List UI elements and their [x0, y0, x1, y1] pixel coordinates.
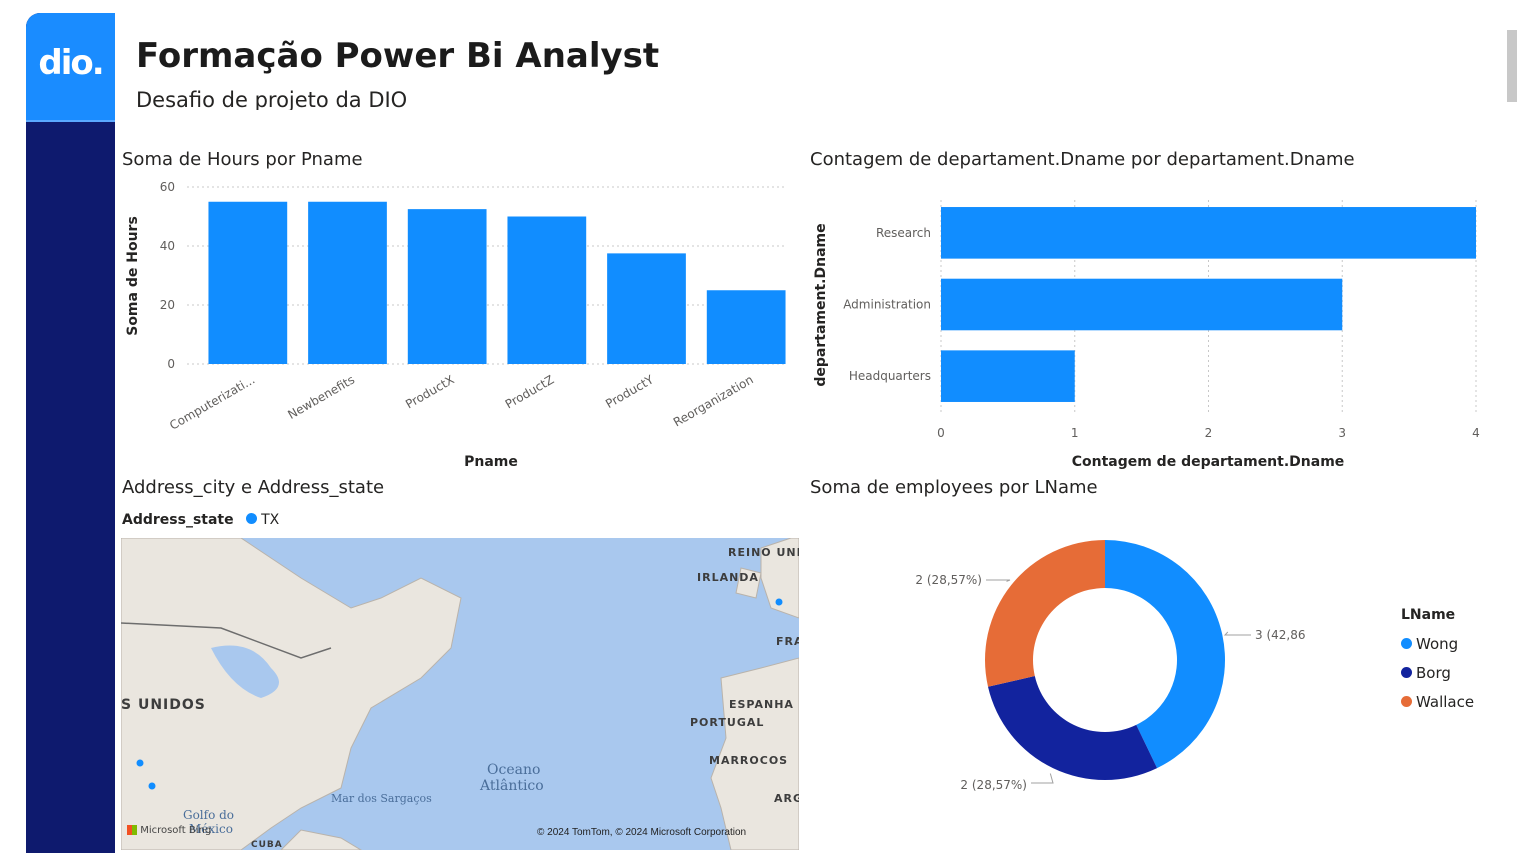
x-tick-label: ProductY	[603, 372, 656, 411]
x-tick-label: ProductX	[403, 372, 457, 411]
leader-line	[1223, 631, 1251, 636]
map-label-sargacos: Mar dos Sargaços	[331, 792, 432, 805]
legend-label: Wallace	[1416, 692, 1475, 711]
x-tick-label: 3	[1338, 426, 1346, 440]
x-tick-label: ProductZ	[503, 372, 557, 411]
donut-legend: LName Wong Borg Wallace	[1401, 607, 1474, 716]
map-label-reino: REINO UNI	[728, 546, 799, 559]
x-tick-label: 4	[1472, 426, 1480, 440]
hours-bar-chart[interactable]: 0 20 40 60 Computerizati... Newbenefits Produc…	[115, 170, 805, 475]
donut-slice	[985, 540, 1105, 687]
y-axis-label: Soma de Hours	[125, 216, 141, 336]
logo-text: dio.	[38, 43, 104, 83]
bar	[941, 207, 1476, 259]
map-label-atlantico: Atlântico	[480, 778, 544, 794]
map-label-mexico: México	[189, 822, 233, 836]
map-label-arg: ARG	[774, 792, 799, 805]
y-axis-label: departament.Dname	[813, 223, 829, 386]
bar	[941, 278, 1343, 331]
dio-logo: dio.	[26, 13, 115, 120]
x-tick-label: Reorganization	[671, 372, 756, 429]
bing-label: Microsoft Bing	[140, 825, 212, 836]
page-title: Formação Power Bi Analyst	[136, 36, 660, 76]
y-tick-label: 60	[160, 180, 175, 194]
dept-bar-chart[interactable]: 0 1 2 3 4 Research Administration Headquarters C…	[805, 170, 1505, 475]
map-label-cuba: CUBA	[251, 840, 283, 850]
y-tick-label: Headquarters	[849, 369, 931, 383]
legend-dot-icon	[1401, 638, 1412, 649]
page-subtitle: Desafio de projeto da DIO	[136, 88, 408, 110]
donut-slice	[988, 676, 1158, 780]
bar	[607, 253, 686, 364]
map-legend: Address_state TX	[122, 512, 279, 528]
bar	[507, 216, 587, 364]
y-tick-label: 40	[160, 239, 175, 253]
x-axis-label: Contagem de departament.Dname	[1072, 454, 1345, 470]
map-label-portugal: PORTUGAL	[690, 716, 765, 729]
legend-dot-icon	[246, 513, 258, 524]
legend-item-wallace[interactable]: Wallace	[1401, 687, 1474, 716]
bar	[706, 290, 786, 364]
map-label-fra: FRA	[776, 635, 799, 648]
data-label: 2 (28,57%)	[915, 573, 982, 587]
sidebar: dio.	[26, 13, 115, 853]
sidebar-divider	[26, 120, 115, 122]
donut-slice	[1105, 540, 1226, 769]
x-tick-label: 2	[1205, 426, 1213, 440]
legend-dot-icon	[1401, 667, 1412, 678]
y-tick-label: Administration	[843, 298, 931, 312]
donut-chart[interactable]: 3 (42,86%) 2 (28,57%) 2 (28,57%)	[905, 525, 1305, 815]
dept-chart-title: Contagem de departament.Dname por depart…	[810, 149, 1355, 170]
x-tick-label: 0	[937, 426, 945, 440]
map-legend-label: Address_state	[122, 512, 234, 528]
leader-line	[986, 579, 1011, 582]
bing-logo: Microsoft Bing	[127, 825, 211, 836]
x-tick-label: Newbenefits	[285, 372, 357, 421]
x-axis-label: Pname	[464, 454, 518, 470]
scrollbar-thumb[interactable]	[1507, 30, 1517, 102]
map-label-irlanda: IRLANDA	[697, 571, 759, 584]
legend-label: Borg	[1416, 663, 1451, 682]
microsoft-logo-icon	[127, 825, 137, 835]
map-legend-item: TX	[261, 512, 280, 528]
map-label-golfo: Golfo do	[183, 808, 235, 822]
data-label: 2 (28,57%)	[960, 778, 1027, 792]
legend-item-wong[interactable]: Wong	[1401, 629, 1474, 658]
legend-label: Wong	[1416, 634, 1459, 653]
map-label-espanha: ESPANHA	[729, 698, 794, 711]
x-tick-label: 1	[1071, 426, 1079, 440]
legend-item-borg[interactable]: Borg	[1401, 658, 1474, 687]
map-label-unidos: S UNIDOS	[121, 697, 206, 713]
legend-dot-icon	[1401, 696, 1412, 707]
x-tick-label: Computerizati...	[167, 372, 257, 432]
donut-legend-title: LName	[1401, 607, 1456, 623]
hours-chart-title: Soma de Hours por Pname	[122, 149, 363, 170]
y-tick-label: 20	[160, 298, 175, 312]
bar	[308, 201, 387, 364]
y-tick-label: 0	[167, 357, 175, 371]
bar	[208, 201, 288, 364]
bar	[407, 209, 487, 364]
map-visual[interactable]: REINO UNI IRLANDA FRA S UNIDOS ESPANHA P…	[121, 538, 799, 850]
map-label-oceano: Oceano	[487, 762, 541, 778]
map-land-shapes	[121, 538, 799, 850]
bar	[941, 350, 1075, 402]
data-label: 3 (42,86%)	[1255, 628, 1305, 642]
donut-chart-title: Soma de employees por LName	[810, 477, 1098, 498]
leader-line	[1031, 773, 1054, 784]
map-copyright: © 2024 TomTom, © 2024 Microsoft Corporat…	[537, 827, 747, 838]
map-label-marrocos: MARROCOS	[709, 754, 789, 767]
y-tick-label: Research	[876, 226, 931, 240]
map-title: Address_city e Address_state	[122, 477, 385, 498]
